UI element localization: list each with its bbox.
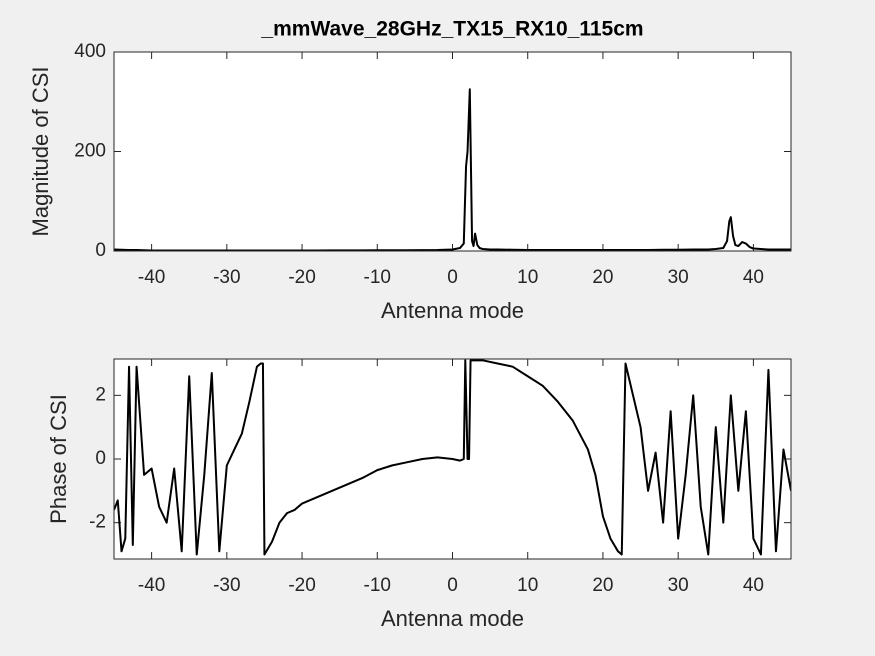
- plot-content: [114, 359, 791, 556]
- x-tick-label: -40: [138, 267, 165, 288]
- x-tick-label: -30: [213, 267, 240, 288]
- x-tick-label: 30: [668, 575, 689, 596]
- x-tick-label: 10: [517, 267, 538, 288]
- y-tick-label: 0: [95, 448, 106, 469]
- x-tick-label: 30: [668, 267, 689, 288]
- y-tick-label: 400: [74, 41, 106, 62]
- x-tick-label: 0: [447, 575, 458, 596]
- chart-title: _mmWave_28GHz_TX15_RX10_115cm: [260, 18, 643, 41]
- x-tick-label: -20: [288, 575, 315, 596]
- x-tick-label: 10: [517, 575, 538, 596]
- data-line: [114, 359, 791, 556]
- x-tick-label: 20: [592, 267, 613, 288]
- y-axis-label: Phase of CSI: [46, 394, 71, 524]
- x-tick-label: -40: [138, 575, 165, 596]
- x-axis-label: Antenna mode: [381, 606, 524, 631]
- x-tick-label: -10: [364, 267, 391, 288]
- axes-box: [113, 51, 792, 252]
- x-tick-label: 40: [743, 267, 764, 288]
- x-tick-label: -30: [213, 575, 240, 596]
- x-tick-label: -10: [364, 575, 391, 596]
- axes-box: [113, 358, 792, 560]
- y-tick-label: -2: [89, 512, 106, 533]
- y-axis-label: Magnitude of CSI: [28, 67, 53, 237]
- y-tick-label: 2: [95, 384, 106, 405]
- x-tick-label: 20: [592, 575, 613, 596]
- x-tick-label: 0: [447, 267, 458, 288]
- x-tick-label: 40: [743, 575, 764, 596]
- x-tick-label: -20: [288, 267, 315, 288]
- x-axis-label: Antenna mode: [381, 298, 524, 323]
- plot-area: [114, 52, 791, 251]
- y-tick-label: 200: [74, 141, 106, 162]
- y-tick-label: 0: [95, 240, 106, 261]
